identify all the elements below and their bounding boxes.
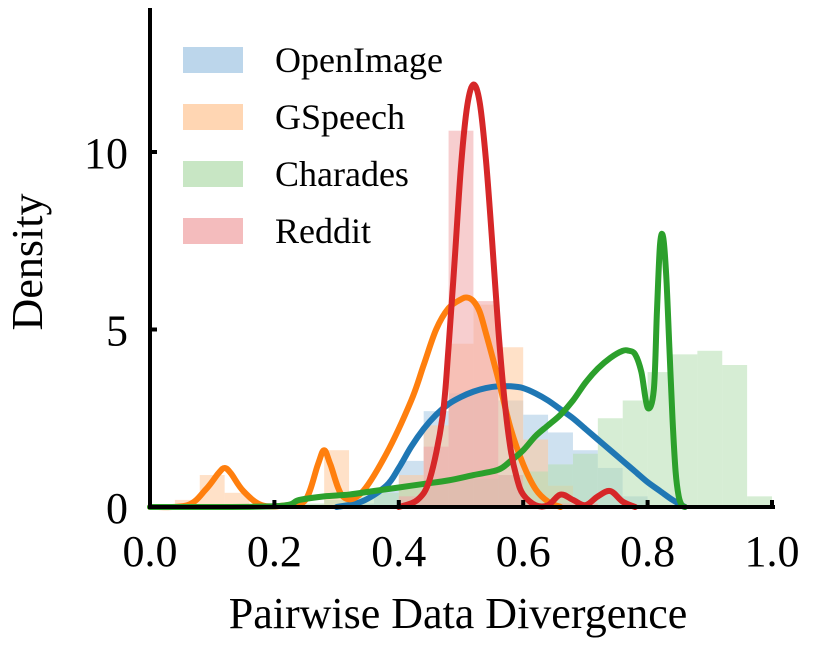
charades-hist-bar: [622, 400, 648, 507]
openimage-legend-label: OpenImage: [275, 40, 443, 80]
tick-labels: 0.0 0.2 0.4 0.6 0.8 1.0 0 5 10: [84, 129, 800, 576]
gspeech-legend-swatch: [183, 104, 243, 130]
x-tick-label: 0.2: [247, 527, 302, 576]
gspeech-hist-bar: [224, 492, 250, 507]
charades-hist-bar: [722, 365, 748, 507]
openimage-kde-line: [333, 383, 688, 510]
charades-hist-bar: [324, 499, 350, 507]
kde-curve-layer: [147, 81, 688, 511]
charades-hist-bar: [373, 492, 399, 507]
x-tick-label: 0.0: [123, 527, 178, 576]
charades-legend-swatch: [183, 161, 243, 187]
reddit-legend-swatch: [183, 218, 243, 244]
reddit-kde-line: [395, 81, 639, 510]
histogram-layer: [174, 130, 772, 507]
y-tick-label: 5: [106, 307, 128, 356]
x-tick-label: 1.0: [745, 527, 800, 576]
charades-legend-label: Charades: [275, 154, 409, 194]
y-tick-label: 0: [106, 484, 128, 533]
legend: OpenImage GSpeech Charades Reddit: [183, 40, 443, 251]
charades-hist-bar: [697, 350, 723, 507]
x-axis-label: Pairwise Data Divergence: [229, 589, 688, 638]
axes: [148, 8, 775, 509]
x-tick-label: 0.4: [371, 527, 426, 576]
reddit-legend-label: Reddit: [275, 211, 371, 251]
x-tick-label: 0.8: [620, 527, 675, 576]
x-tick-label: 0.6: [496, 527, 551, 576]
y-axis-label: Density: [3, 194, 52, 331]
gspeech-legend-label: GSpeech: [275, 97, 405, 137]
charades-kde-line: [147, 230, 688, 511]
charades-hist-bar: [747, 496, 772, 507]
gspeech-kde-line: [147, 294, 564, 511]
openimage-legend-swatch: [183, 47, 243, 73]
y-tick-label: 10: [84, 129, 128, 178]
